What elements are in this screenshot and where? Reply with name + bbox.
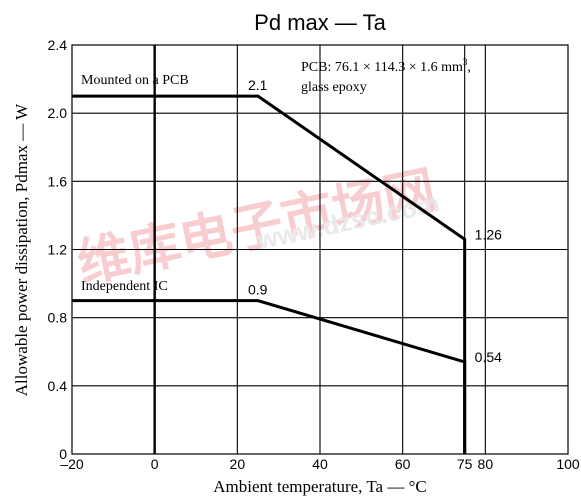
annotation-line2: glass epoxy bbox=[301, 80, 367, 95]
y-tick-label: 0.8 bbox=[48, 310, 68, 326]
x-tick-label: 20 bbox=[230, 456, 246, 472]
y-tick-label: 0 bbox=[59, 446, 67, 462]
x-tick-label: 60 bbox=[395, 456, 411, 472]
x-axis-label: Ambient temperature, Ta — °C bbox=[213, 477, 427, 496]
x-tick-label: 80 bbox=[478, 456, 494, 472]
x-tick-label: 100 bbox=[556, 456, 580, 472]
pcb-annotation: PCB: 76.1 × 114.3 × 1.6 mm3, glass epoxy bbox=[301, 57, 471, 95]
y-axis-label: Allowable power dissipation, Pdmax — W bbox=[12, 103, 31, 396]
annotation-line1: PCB: 76.1 × 114.3 × 1.6 mm3, bbox=[301, 57, 471, 75]
y-tick-label: 1.2 bbox=[48, 242, 68, 258]
point-labels: 2.1 1.26 0.9 0.54 bbox=[248, 77, 502, 365]
chart-title: Pd max — Ta bbox=[254, 10, 386, 35]
y-tick-label: 2.4 bbox=[48, 37, 68, 53]
x-tick-label: 40 bbox=[312, 456, 328, 472]
y-tick-label: 0.4 bbox=[48, 378, 68, 394]
point-label: 0.9 bbox=[248, 282, 268, 298]
plot-frame bbox=[71, 44, 569, 455]
series-line-pcb bbox=[72, 94, 467, 454]
series-line-ic bbox=[72, 299, 467, 454]
x-tick-label: 0 bbox=[151, 456, 159, 472]
series-label-ic: Independent IC bbox=[81, 279, 168, 294]
point-label: 2.1 bbox=[248, 77, 268, 93]
series-label-pcb: Mounted on a PCB bbox=[81, 73, 189, 88]
y-tick-label: 1.6 bbox=[48, 173, 68, 189]
series-lines bbox=[72, 94, 467, 454]
y-tick-label: 2.0 bbox=[48, 105, 68, 121]
point-label: 1.26 bbox=[475, 226, 502, 242]
x-tick-label: –20 bbox=[60, 456, 84, 472]
grid bbox=[72, 45, 568, 454]
point-label: 0.54 bbox=[475, 349, 502, 365]
x-tick-label: 75 bbox=[457, 456, 473, 472]
